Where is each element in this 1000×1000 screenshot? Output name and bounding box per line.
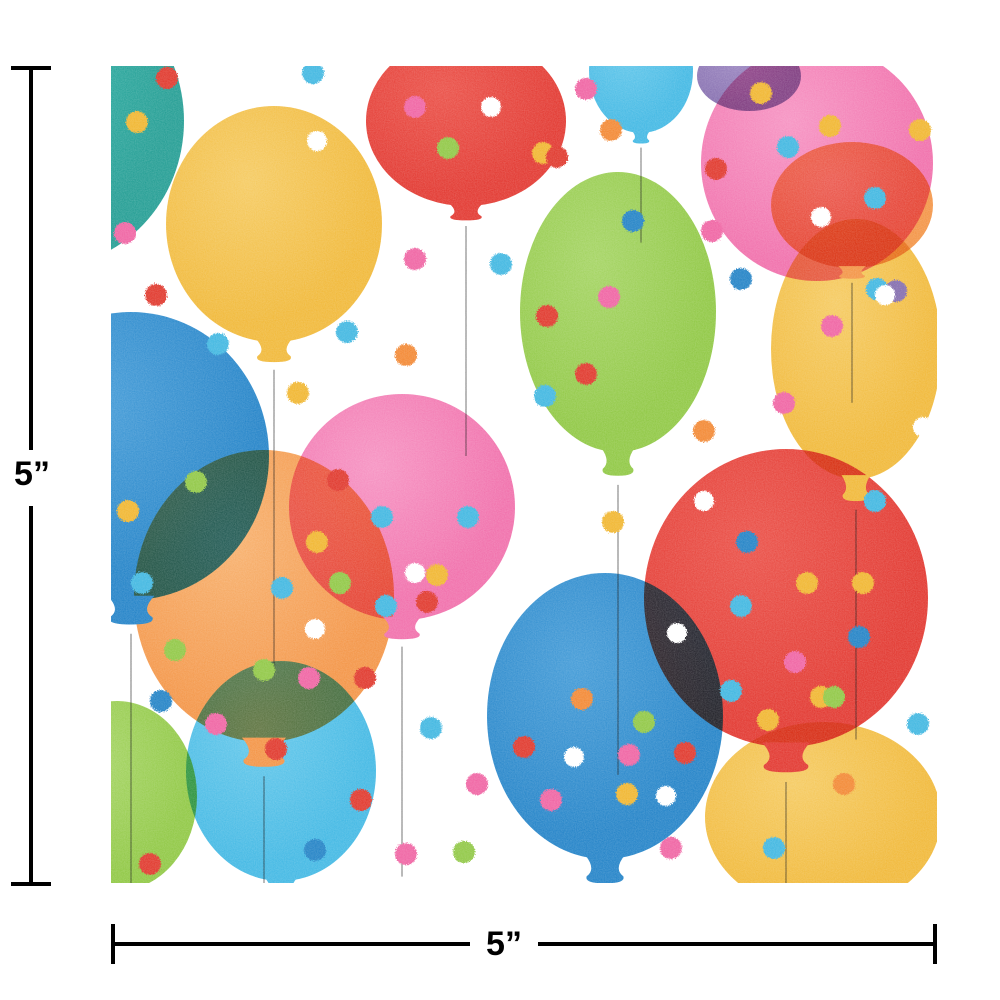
svg-text:5”: 5” (486, 925, 522, 963)
svg-text:5”: 5” (14, 455, 50, 493)
